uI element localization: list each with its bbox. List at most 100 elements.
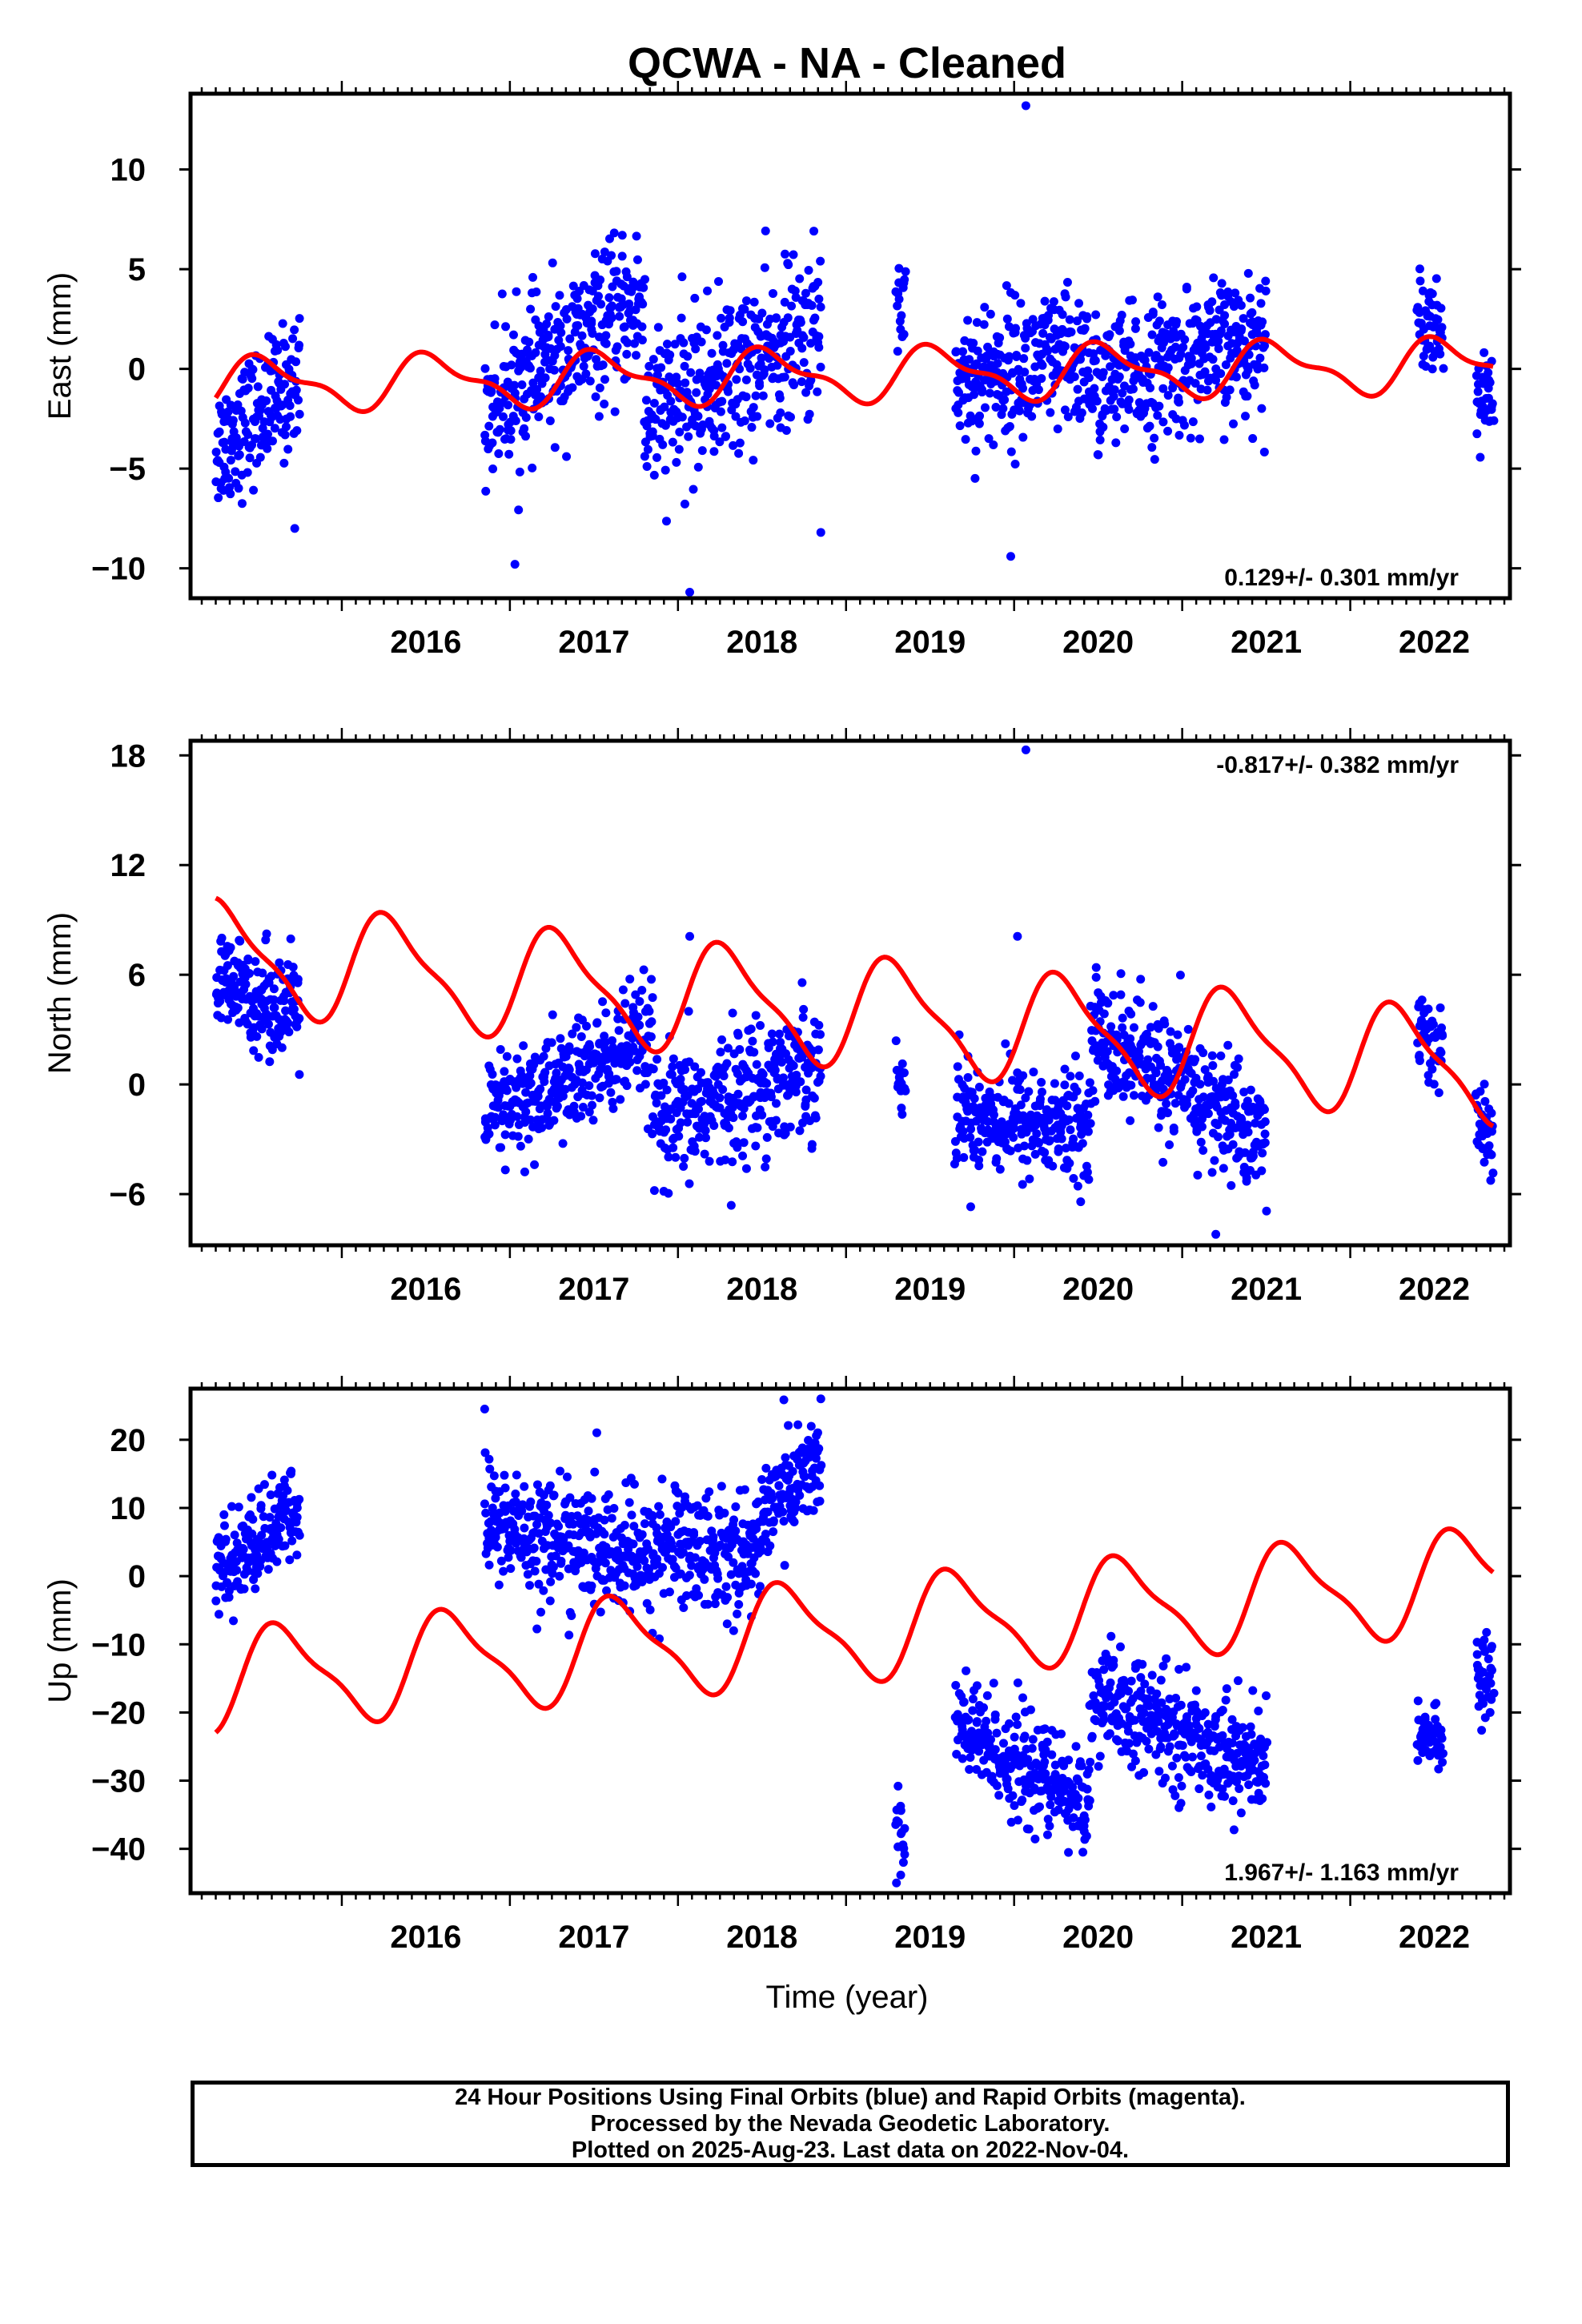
data-point: [797, 978, 807, 987]
data-point: [1105, 1729, 1114, 1739]
data-point: [680, 499, 689, 509]
data-point: [693, 462, 703, 472]
data-point: [726, 1570, 736, 1579]
y-tick-label: −10: [91, 552, 146, 587]
data-point: [775, 393, 785, 403]
data-point: [652, 452, 661, 462]
data-point: [525, 364, 535, 373]
y-axis-label: Up (mm): [42, 1578, 78, 1703]
data-point: [1074, 1793, 1083, 1803]
data-point: [588, 1100, 597, 1110]
data-point: [989, 1110, 998, 1120]
data-point: [528, 272, 538, 282]
data-point: [1163, 1068, 1173, 1078]
data-point: [637, 986, 647, 995]
data-point: [513, 1132, 523, 1141]
data-point: [622, 1081, 632, 1091]
data-point: [896, 1870, 905, 1880]
data-point: [761, 1154, 771, 1164]
data-point: [1257, 404, 1267, 413]
data-point: [722, 1619, 732, 1629]
data-point: [731, 1526, 741, 1536]
data-point: [292, 426, 302, 436]
data-point: [972, 1681, 982, 1691]
data-point: [813, 1045, 823, 1055]
data-point: [816, 1030, 825, 1039]
data-point: [1207, 1168, 1217, 1177]
data-point: [713, 1569, 722, 1578]
data-point: [565, 1493, 575, 1502]
data-point: [662, 1085, 672, 1095]
data-point: [789, 250, 798, 259]
data-point: [288, 334, 298, 344]
data-point: [613, 1014, 623, 1023]
data-point: [695, 1132, 705, 1142]
data-point: [806, 339, 816, 348]
data-point: [811, 1113, 821, 1123]
data-point: [1073, 384, 1082, 394]
data-point: [697, 337, 706, 347]
data-point: [755, 1582, 765, 1591]
data-point: [1417, 995, 1427, 1005]
data-point: [795, 1490, 805, 1500]
data-point: [668, 1062, 677, 1072]
data-point: [806, 1421, 816, 1431]
x-tick-label: 2018: [726, 1920, 797, 1955]
data-point: [954, 408, 963, 417]
data-point: [600, 400, 609, 409]
data-point: [756, 1020, 765, 1030]
data-point: [1200, 367, 1210, 376]
data-point: [525, 1581, 535, 1590]
data-point: [1195, 1080, 1205, 1089]
data-point: [491, 1494, 500, 1503]
data-point: [801, 388, 811, 397]
data-point: [1472, 429, 1482, 439]
data-point: [251, 957, 260, 967]
data-point: [587, 316, 596, 326]
data-point: [1217, 291, 1227, 300]
data-point: [552, 1101, 562, 1111]
data-point: [1219, 435, 1229, 444]
data-point: [1152, 1689, 1162, 1699]
data-point: [1156, 1675, 1166, 1685]
data-point: [644, 361, 654, 371]
data-point: [1228, 1091, 1238, 1100]
data-point: [958, 347, 968, 356]
data-point: [521, 1107, 531, 1116]
data-point: [595, 332, 604, 342]
data-point: [778, 1507, 788, 1517]
data-point: [739, 1138, 749, 1148]
data-point: [785, 412, 795, 422]
data-point: [1060, 1064, 1070, 1074]
data-point: [1057, 1134, 1066, 1144]
data-point: [565, 1046, 575, 1055]
data-point: [958, 1127, 968, 1136]
data-point: [1006, 1146, 1015, 1156]
data-point: [231, 467, 240, 476]
data-point: [292, 1550, 302, 1560]
data-point: [1209, 1076, 1219, 1086]
data-point: [637, 1577, 647, 1586]
data-point: [588, 286, 597, 296]
data-point: [1244, 350, 1254, 360]
data-point: [646, 1032, 656, 1042]
data-points: [211, 101, 1499, 597]
data-point: [241, 979, 251, 989]
data-point: [584, 1506, 593, 1516]
data-point: [1131, 317, 1141, 327]
data-point: [1210, 1156, 1219, 1165]
data-point: [741, 1164, 751, 1173]
data-point: [640, 1556, 649, 1566]
data-point: [961, 435, 970, 444]
data-point: [713, 331, 722, 340]
data-point: [595, 1093, 604, 1103]
data-point: [1045, 1136, 1054, 1145]
data-point: [721, 1155, 730, 1164]
data-point: [700, 1574, 709, 1584]
data-point: [226, 400, 235, 410]
data-point: [656, 1091, 666, 1100]
data-point: [504, 1553, 513, 1562]
data-point: [778, 1073, 788, 1083]
y-tick-label: 0: [128, 1559, 146, 1594]
data-point: [1207, 297, 1217, 307]
